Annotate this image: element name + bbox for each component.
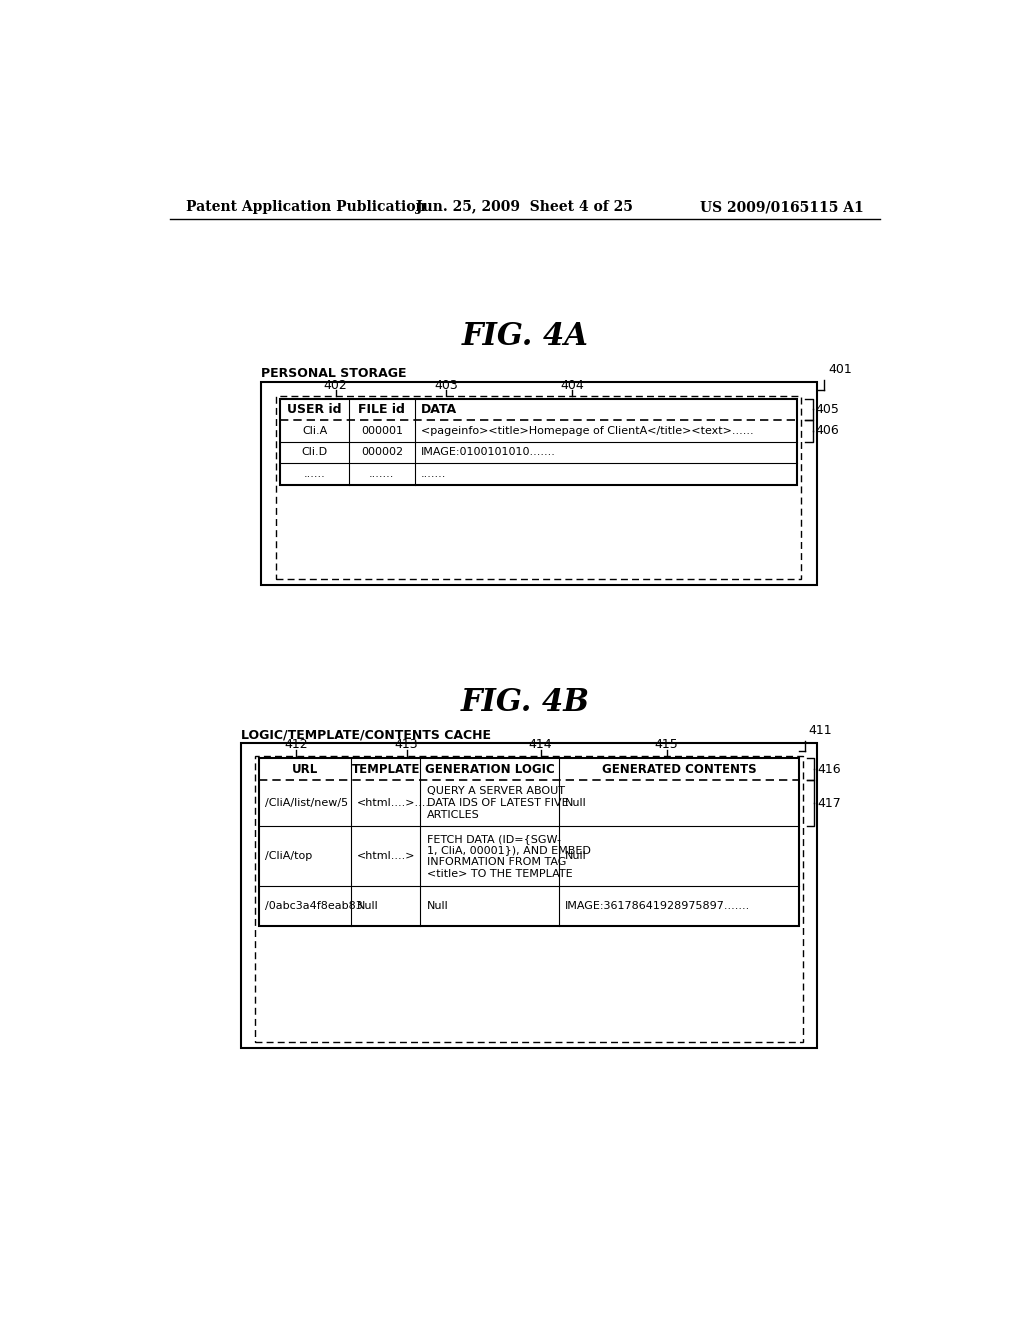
Text: 412: 412	[285, 738, 308, 751]
Text: Patent Application Publication: Patent Application Publication	[185, 201, 425, 214]
Text: 403: 403	[434, 379, 458, 392]
Text: DATA: DATA	[421, 403, 457, 416]
Text: 000001: 000001	[360, 426, 402, 436]
Text: 402: 402	[324, 379, 347, 392]
Text: FETCH DATA (ID={SGW-
1, CliA, 00001}), AND EMBED
INFORMATION FROM TAG
<title> TO: FETCH DATA (ID={SGW- 1, CliA, 00001}), A…	[427, 834, 591, 879]
Text: LOGIC/TEMPLATE/CONTENTS CACHE: LOGIC/TEMPLATE/CONTENTS CACHE	[241, 729, 490, 742]
Text: ......: ......	[304, 469, 326, 479]
Text: IMAGE:0100101010.......: IMAGE:0100101010.......	[421, 447, 556, 458]
Text: .......: .......	[370, 469, 394, 479]
Text: Null: Null	[357, 902, 379, 911]
Bar	[241, 743, 816, 1048]
Text: FIG. 4B: FIG. 4B	[461, 686, 589, 718]
Text: 405: 405	[816, 403, 840, 416]
Text: 401: 401	[828, 363, 852, 376]
Text: 413: 413	[394, 738, 419, 751]
Text: PERSONAL STORAGE: PERSONAL STORAGE	[261, 367, 407, 380]
Text: GENERATION LOGIC: GENERATION LOGIC	[425, 763, 555, 776]
Text: <html....>: <html....>	[357, 851, 416, 861]
Text: 411: 411	[809, 725, 833, 737]
Text: Null: Null	[565, 851, 587, 861]
Text: /CliA/top: /CliA/top	[265, 851, 312, 861]
Text: USER id: USER id	[288, 403, 342, 416]
Text: FILE id: FILE id	[358, 403, 406, 416]
Text: Jun. 25, 2009  Sheet 4 of 25: Jun. 25, 2009 Sheet 4 of 25	[417, 201, 633, 214]
Text: Cli.D: Cli.D	[301, 447, 328, 458]
Bar	[261, 381, 816, 585]
Text: 416: 416	[817, 763, 841, 776]
Text: GENERATED CONTENTS: GENERATED CONTENTS	[601, 763, 756, 776]
Bar	[255, 756, 803, 1041]
Text: 404: 404	[560, 379, 584, 392]
Bar	[276, 396, 801, 579]
Text: QUERY A SERVER ABOUT
DATA IDS OF LATEST FIVE
ARTICLES: QUERY A SERVER ABOUT DATA IDS OF LATEST …	[427, 787, 568, 820]
Bar	[259, 759, 799, 927]
Text: 415: 415	[655, 738, 679, 751]
Text: <pageinfo><title>Homepage of ClientA</title><text>......: <pageinfo><title>Homepage of ClientA</ti…	[421, 426, 754, 436]
Text: 414: 414	[528, 738, 552, 751]
Text: URL: URL	[292, 763, 318, 776]
Text: /CliA/list/new/5: /CliA/list/new/5	[265, 799, 348, 808]
Text: FIG. 4A: FIG. 4A	[462, 321, 588, 351]
Text: Cli.A: Cli.A	[302, 426, 328, 436]
Text: 406: 406	[816, 425, 840, 437]
Text: 000002: 000002	[360, 447, 403, 458]
Text: US 2009/0165115 A1: US 2009/0165115 A1	[700, 201, 864, 214]
Text: .......: .......	[421, 469, 446, 479]
Text: 417: 417	[817, 796, 841, 809]
Text: Null: Null	[565, 799, 587, 808]
Text: Null: Null	[427, 902, 449, 911]
Bar	[280, 399, 798, 484]
Text: <html....>.....: <html....>.....	[357, 799, 434, 808]
Text: IMAGE:36178641928975897.......: IMAGE:36178641928975897.......	[565, 902, 751, 911]
Text: TEMPLATE: TEMPLATE	[351, 763, 420, 776]
Text: /0abc3a4f8eab83: /0abc3a4f8eab83	[265, 902, 362, 911]
